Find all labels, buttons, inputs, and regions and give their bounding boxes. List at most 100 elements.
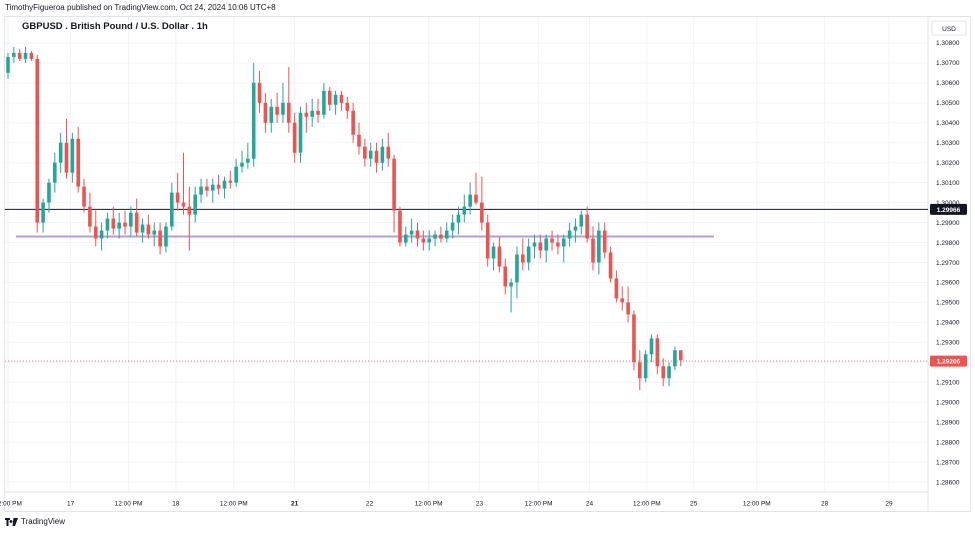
candle bbox=[597, 222, 601, 275]
time-tick-label: 12:00 PM bbox=[415, 501, 443, 508]
candle-body bbox=[421, 238, 426, 243]
candle bbox=[368, 142, 373, 167]
candle bbox=[392, 154, 396, 233]
published-text: TimothyFigueroa published on TradingView… bbox=[5, 3, 276, 12]
symbol-title: GBPUSD . British Pound / U.S. Dollar . 1… bbox=[22, 21, 208, 32]
candle bbox=[363, 138, 367, 167]
time-axis-labels: 12:00 PM 17 12:00 PM 18 12:00 PM 21 22 12:00 PM… bbox=[0, 501, 893, 508]
candle-body bbox=[322, 90, 326, 115]
candle bbox=[35, 54, 40, 233]
candle bbox=[287, 66, 291, 133]
price-tick-label: 1.30500 bbox=[936, 100, 960, 107]
price-tick-label: 1.30600 bbox=[936, 80, 960, 87]
candle-body bbox=[614, 278, 619, 299]
price-badge-frame bbox=[930, 203, 967, 215]
candle bbox=[298, 106, 303, 163]
candle bbox=[322, 82, 326, 119]
candle-body bbox=[427, 238, 431, 243]
candle-body bbox=[415, 230, 420, 239]
candle bbox=[450, 214, 455, 239]
candle-body bbox=[339, 94, 344, 103]
candle bbox=[134, 198, 139, 237]
candle-body bbox=[76, 138, 80, 187]
candle bbox=[263, 92, 268, 133]
candle bbox=[374, 142, 379, 173]
candle-body bbox=[88, 206, 92, 227]
candle bbox=[444, 222, 449, 243]
candle-body bbox=[228, 180, 233, 183]
candle-body bbox=[99, 230, 104, 239]
candle-body bbox=[532, 242, 537, 247]
price-tick-label: 1.28800 bbox=[936, 439, 960, 446]
candle bbox=[468, 182, 472, 215]
candle bbox=[88, 192, 92, 233]
candle bbox=[58, 132, 63, 173]
candle bbox=[76, 126, 80, 193]
candle-body bbox=[404, 234, 408, 243]
candle bbox=[427, 230, 431, 251]
time-tick-label: 23 bbox=[476, 501, 484, 508]
candle bbox=[333, 90, 338, 115]
candle-body bbox=[263, 102, 268, 123]
candle-body bbox=[480, 202, 484, 223]
time-tick-label: 12:00 PM bbox=[220, 501, 248, 508]
candle-body bbox=[164, 226, 168, 247]
candle bbox=[456, 206, 461, 235]
tradingview-footer: TradingView bbox=[5, 515, 65, 529]
candle-body bbox=[433, 234, 437, 239]
candle bbox=[398, 206, 402, 247]
time-tick-label: 12:00 PM bbox=[115, 501, 143, 508]
time-tick-label: 21 bbox=[291, 501, 299, 508]
time-tick-label: 12:00 PM bbox=[633, 501, 661, 508]
candle-body bbox=[456, 214, 461, 223]
candle bbox=[327, 86, 332, 111]
candle bbox=[251, 62, 256, 167]
candle-body bbox=[23, 52, 28, 59]
price-tick-label: 1.30000 bbox=[936, 200, 960, 207]
candle-body bbox=[678, 350, 683, 361]
candle-body bbox=[556, 242, 560, 247]
candle bbox=[304, 102, 309, 133]
candle-body bbox=[649, 338, 654, 355]
chart-frame bbox=[4, 16, 971, 512]
candle bbox=[70, 132, 75, 183]
candle-body bbox=[526, 246, 531, 263]
candle-body bbox=[462, 206, 467, 215]
candle-body bbox=[146, 224, 151, 235]
price-tick-label: 1.29500 bbox=[936, 300, 960, 307]
candle-body bbox=[199, 186, 203, 195]
candle bbox=[53, 152, 57, 193]
candle-body bbox=[608, 252, 613, 279]
candle bbox=[462, 194, 467, 223]
resistance-price-badge: 1.29966 bbox=[930, 203, 967, 215]
price-tick-label: 1.29900 bbox=[936, 220, 960, 227]
candle bbox=[515, 246, 519, 299]
candle-body bbox=[105, 218, 110, 231]
candle-body bbox=[591, 238, 595, 263]
candle-body bbox=[444, 230, 449, 239]
candle bbox=[538, 234, 543, 259]
price-tick-label: 1.30800 bbox=[936, 40, 960, 47]
candle-body bbox=[123, 222, 127, 227]
candle bbox=[23, 46, 28, 63]
candle-body bbox=[398, 210, 402, 243]
candle bbox=[222, 176, 227, 199]
candle bbox=[228, 170, 233, 189]
price-tick-label: 1.29600 bbox=[936, 280, 960, 287]
candle bbox=[415, 222, 420, 247]
candle-body bbox=[409, 230, 414, 235]
candle-body bbox=[380, 146, 385, 163]
candle bbox=[550, 230, 554, 251]
price-tick-label: 1.30400 bbox=[936, 120, 960, 127]
candle bbox=[626, 286, 630, 323]
candle bbox=[82, 178, 86, 213]
candle-body bbox=[29, 52, 34, 59]
candle bbox=[678, 350, 683, 367]
candle-body bbox=[567, 230, 572, 239]
candle bbox=[573, 218, 578, 243]
price-tick-label: 1.30700 bbox=[936, 60, 960, 67]
candle bbox=[579, 210, 584, 235]
candle bbox=[269, 98, 274, 133]
time-tick-label: 12:00 PM bbox=[743, 501, 771, 508]
